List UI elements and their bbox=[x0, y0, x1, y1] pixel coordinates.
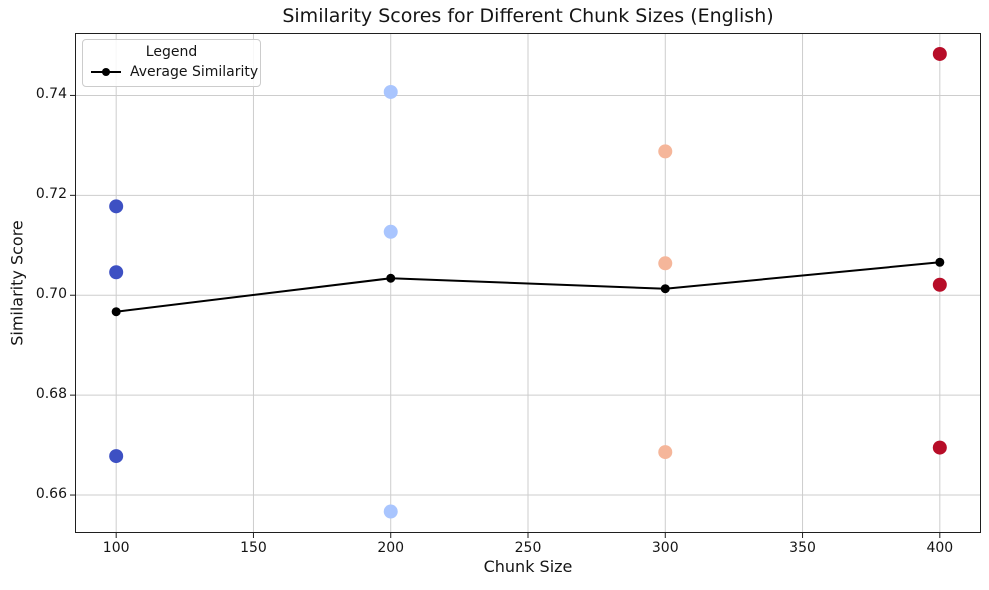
y-tick-label: 0.72 bbox=[35, 186, 67, 203]
legend-entry-label: Average Similarity bbox=[130, 64, 259, 80]
x-tick-label: 300 bbox=[651, 540, 679, 556]
swatch-dot bbox=[102, 68, 110, 76]
average-line-marker bbox=[660, 284, 670, 294]
scatter-point-chunk-size-400 bbox=[932, 277, 947, 292]
x-tick-label: 250 bbox=[514, 540, 542, 556]
average-line-marker bbox=[386, 273, 396, 283]
x-tick-label: 400 bbox=[926, 540, 954, 556]
y-tick-label: 0.66 bbox=[35, 486, 67, 503]
average-similarity-line bbox=[116, 261, 940, 313]
scatter-point-chunk-size-300 bbox=[658, 445, 673, 460]
x-tick-label: 150 bbox=[240, 540, 267, 556]
plot-canvas bbox=[70, 33, 981, 538]
scatter-point-chunk-size-200 bbox=[383, 224, 398, 239]
y-tick-label: 0.70 bbox=[35, 286, 67, 303]
scatter-point-chunk-size-200 bbox=[383, 504, 398, 519]
scatter-point-chunk-size-300 bbox=[658, 144, 673, 159]
x-tick-label: 100 bbox=[102, 540, 130, 556]
scatter-point-chunk-size-100 bbox=[109, 265, 124, 280]
scatter-point-chunk-size-400 bbox=[932, 46, 947, 61]
legend-entry-average-similarity: Average Similarity bbox=[91, 64, 258, 80]
legend-title: Legend bbox=[145, 44, 198, 60]
scatter-point-chunk-size-200 bbox=[383, 84, 398, 99]
x-tick-label: 200 bbox=[377, 540, 405, 556]
x-axis-label: Chunk Size bbox=[483, 557, 573, 576]
y-tick-label: 0.74 bbox=[35, 86, 67, 103]
plot-spines bbox=[75, 33, 981, 533]
x-tick-label: 350 bbox=[789, 540, 816, 556]
average-line-marker bbox=[111, 307, 121, 317]
plot-area: Legend Average Similarity bbox=[70, 33, 981, 538]
scatter-point-chunk-size-100 bbox=[109, 199, 124, 214]
scatter-point-chunk-size-300 bbox=[658, 256, 673, 271]
average-line-marker bbox=[935, 257, 945, 267]
chart-title: Similarity Scores for Different Chunk Si… bbox=[282, 5, 774, 27]
y-axis-label: Similarity Score bbox=[7, 220, 27, 346]
scatter-point-chunk-size-400 bbox=[932, 440, 947, 455]
legend: Legend Average Similarity bbox=[82, 39, 261, 87]
y-tick-label: 0.68 bbox=[35, 386, 67, 403]
scatter-point-chunk-size-100 bbox=[109, 449, 124, 464]
average-line-swatch-icon bbox=[91, 68, 121, 77]
